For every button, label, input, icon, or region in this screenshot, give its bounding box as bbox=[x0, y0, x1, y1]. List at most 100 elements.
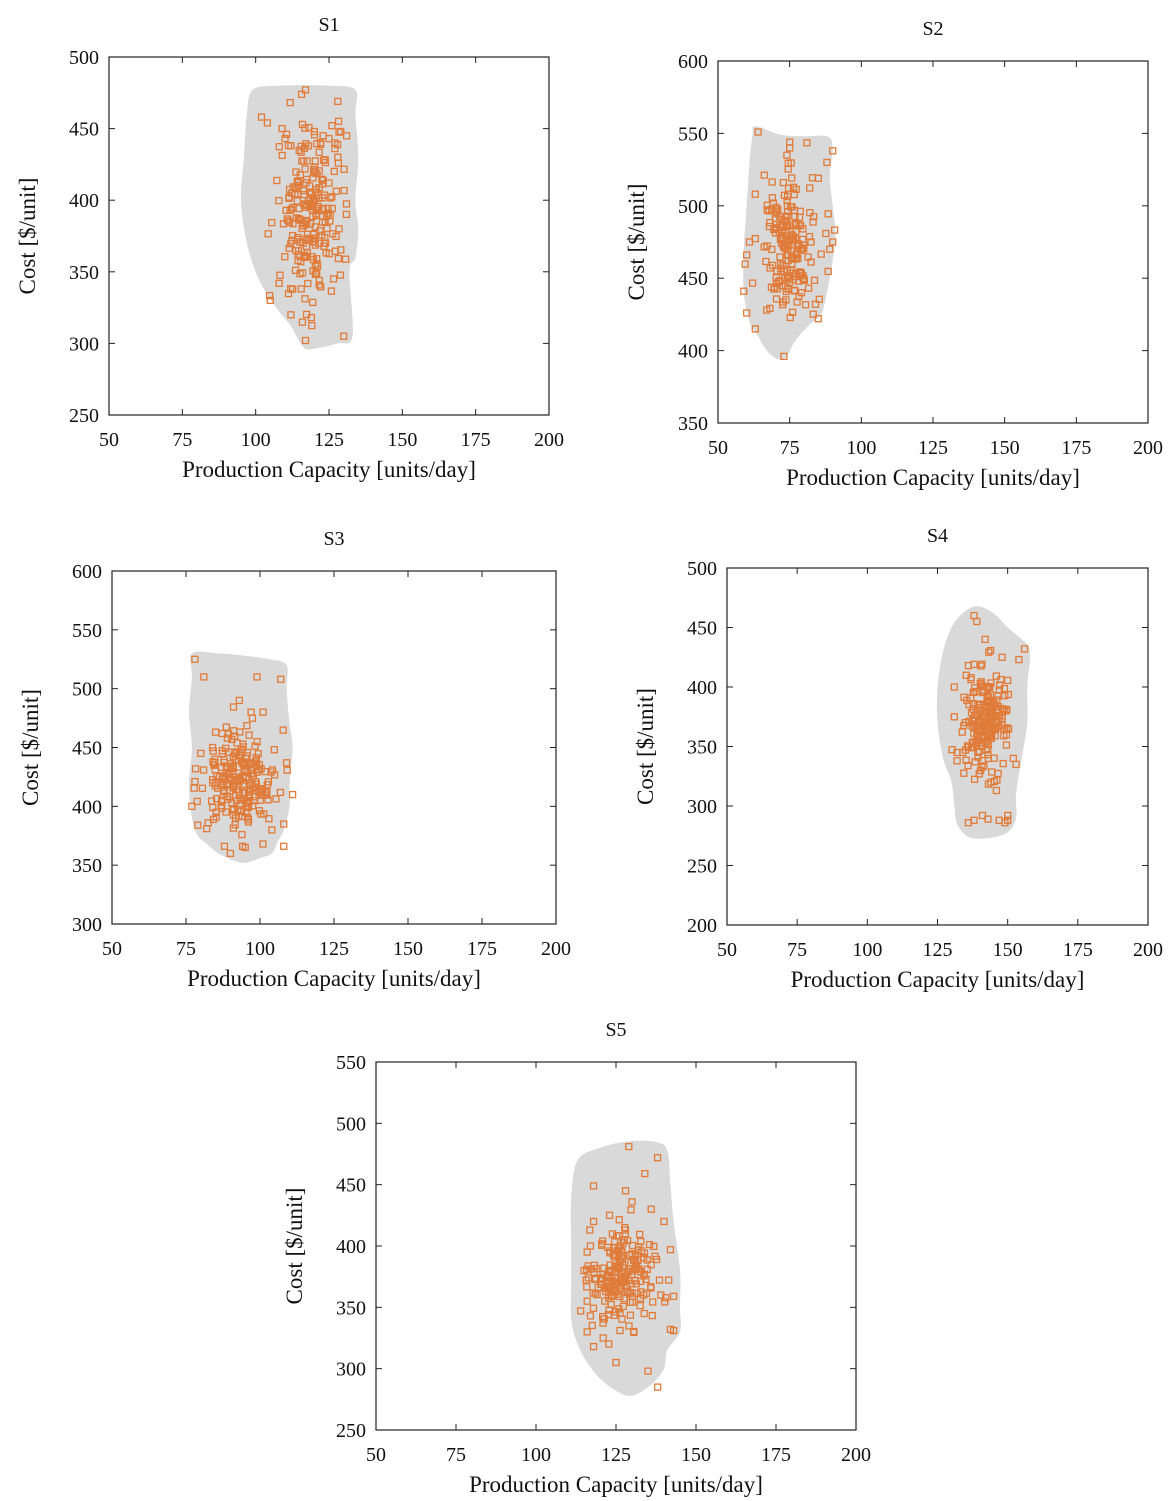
data-point bbox=[275, 143, 283, 151]
data-point bbox=[796, 269, 805, 278]
data-point bbox=[624, 1268, 632, 1276]
data-point bbox=[309, 256, 317, 264]
data-point bbox=[249, 802, 257, 810]
data-point bbox=[743, 309, 751, 317]
x-tick-label: 100 bbox=[852, 939, 882, 961]
data-point bbox=[815, 295, 823, 303]
data-point bbox=[304, 197, 312, 205]
data-point bbox=[625, 1142, 633, 1151]
data-point bbox=[288, 236, 296, 245]
x-tick-label: 100 bbox=[245, 938, 275, 960]
data-point bbox=[637, 1237, 645, 1246]
data-point bbox=[972, 739, 980, 748]
data-point bbox=[1001, 692, 1009, 700]
data-point bbox=[607, 1300, 615, 1309]
data-point bbox=[331, 139, 339, 147]
data-point bbox=[629, 1256, 638, 1264]
data-point bbox=[257, 113, 266, 121]
data-point bbox=[619, 1261, 627, 1270]
data-point bbox=[259, 708, 267, 716]
data-point bbox=[991, 718, 1000, 726]
data-point bbox=[977, 662, 985, 670]
data-point bbox=[292, 214, 300, 222]
data-point bbox=[786, 144, 794, 152]
data-point bbox=[784, 165, 792, 173]
chart-title: S2 bbox=[922, 18, 943, 40]
data-point bbox=[784, 256, 792, 265]
data-point bbox=[315, 148, 323, 156]
x-tick-label: 200 bbox=[534, 429, 564, 451]
x-tick-label: 50 bbox=[102, 938, 122, 960]
data-point bbox=[334, 97, 342, 106]
y-tick-label: 300 bbox=[687, 796, 717, 818]
data-point bbox=[785, 237, 793, 245]
data-point bbox=[1004, 816, 1012, 824]
data-point bbox=[188, 802, 196, 810]
data-point bbox=[328, 204, 336, 213]
data-point bbox=[830, 226, 839, 234]
x-tick-label: 100 bbox=[846, 437, 876, 459]
x-tick-label: 150 bbox=[993, 939, 1023, 961]
data-point bbox=[768, 194, 777, 202]
data-point bbox=[306, 189, 314, 197]
data-point bbox=[308, 321, 316, 330]
data-point bbox=[777, 239, 786, 247]
data-point bbox=[220, 756, 228, 764]
y-tick-label: 250 bbox=[69, 405, 99, 427]
data-point bbox=[340, 332, 348, 340]
data-point bbox=[826, 245, 834, 253]
data-point bbox=[797, 269, 805, 277]
x-tick-label: 125 bbox=[314, 429, 344, 451]
data-point bbox=[636, 1230, 644, 1239]
panel-s3: 50 75 100 125 150 175 200 300 350 400 450 500 550 600… bbox=[18, 528, 571, 991]
data-point bbox=[311, 223, 319, 231]
data-point bbox=[229, 764, 237, 772]
data-point bbox=[340, 186, 348, 195]
data-point bbox=[314, 202, 322, 211]
y-tick-label: 500 bbox=[687, 558, 717, 580]
data-point bbox=[610, 1311, 618, 1320]
data-point bbox=[287, 205, 296, 213]
data-point bbox=[335, 225, 343, 233]
data-point bbox=[287, 285, 295, 293]
y-tick-label: 450 bbox=[69, 119, 99, 141]
data-point bbox=[963, 696, 971, 705]
data-point bbox=[219, 775, 227, 783]
data-point bbox=[294, 256, 302, 265]
data-point bbox=[817, 250, 825, 258]
x-tick-label: 50 bbox=[99, 429, 119, 451]
data-point bbox=[640, 1309, 648, 1318]
data-point bbox=[786, 221, 794, 229]
data-point bbox=[962, 671, 970, 679]
data-point bbox=[984, 751, 992, 759]
data-point bbox=[987, 778, 995, 786]
data-point bbox=[760, 243, 768, 251]
data-point bbox=[311, 270, 320, 278]
data-point bbox=[605, 1211, 614, 1219]
y-tick-label: 350 bbox=[687, 737, 717, 759]
data-point bbox=[641, 1169, 649, 1178]
data-point bbox=[296, 270, 304, 278]
data-point bbox=[589, 1342, 598, 1351]
data-point bbox=[238, 830, 246, 839]
data-point bbox=[223, 734, 232, 742]
data-point bbox=[253, 673, 261, 681]
data-point bbox=[760, 171, 768, 179]
data-point bbox=[301, 251, 309, 259]
data-point bbox=[318, 175, 326, 183]
x-tick-label: 150 bbox=[393, 938, 423, 960]
data-point bbox=[627, 1288, 635, 1297]
data-point bbox=[257, 810, 265, 818]
x-tick-label: 100 bbox=[521, 1444, 551, 1466]
data-point bbox=[647, 1284, 655, 1292]
data-point bbox=[331, 247, 339, 255]
data-point bbox=[589, 1182, 598, 1190]
data-point bbox=[289, 183, 298, 191]
data-point bbox=[598, 1241, 606, 1249]
data-point bbox=[784, 184, 793, 192]
data-point bbox=[229, 703, 238, 711]
data-point bbox=[824, 267, 832, 276]
data-point bbox=[586, 1312, 595, 1320]
data-point bbox=[268, 826, 276, 834]
data-point bbox=[657, 1291, 665, 1299]
